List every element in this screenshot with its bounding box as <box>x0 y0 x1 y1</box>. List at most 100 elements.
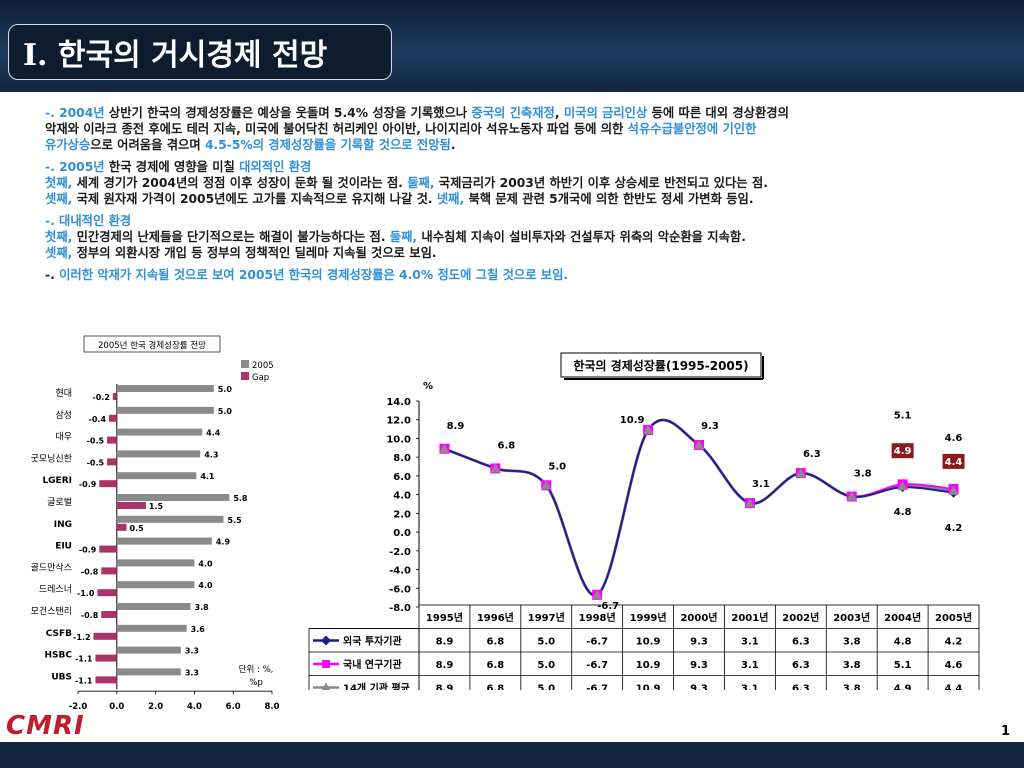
text-span: 석유수급불안정에 기인한 <box>627 122 757 136</box>
table-value-cell: 9.3 <box>690 637 708 648</box>
category-label: 굿모닝신한 <box>31 453 72 464</box>
x-tick-label: 4.0 <box>187 702 202 712</box>
table-value-cell: 5.0 <box>537 684 555 691</box>
bar-gap <box>101 567 117 575</box>
category-label: 골드만삭스 <box>31 562 72 573</box>
title-box: I. 한국의 거시경제 전망 <box>8 24 392 80</box>
table-header-cell: 1995년 <box>426 611 463 624</box>
y-tick-label: 8.0 <box>393 453 411 464</box>
text-span: 2005년 <box>59 160 105 174</box>
data-label: 6.3 <box>803 449 821 460</box>
category-label: 대우 <box>55 432 72 443</box>
paragraph-4: -. 이러한 악재가 지속될 것으로 보여 2005년 한국의 경제성장률은 4… <box>45 267 1005 283</box>
bar-gap <box>95 654 117 662</box>
data-label-domestic: 4.6 <box>945 433 963 444</box>
text-span: 악재와 이라크 종전 후에도 테러 지속, 미국에 불어닥친 허리케인 아이반,… <box>45 122 628 136</box>
text-span: 4.5-5%의 경제성장률을 기록할 것으로 전망됨 <box>204 138 451 152</box>
bar-gap <box>112 393 117 400</box>
bar-2005 <box>116 581 195 589</box>
marker-triangle <box>795 468 806 478</box>
marker-triangle <box>592 589 603 599</box>
data-label-average: 4.4 <box>945 457 963 468</box>
table-value-cell: 4.8 <box>894 637 912 648</box>
data-label: 6.8 <box>498 440 516 451</box>
x-tick-label: 6.0 <box>226 702 241 712</box>
text-span: 둘째, <box>407 176 435 190</box>
data-label-foreign: 4.8 <box>894 507 912 518</box>
bar-2005-label: 4.1 <box>200 472 215 481</box>
bar-gap-label: -0.9 <box>79 546 97 555</box>
paragraph-2: -. 2005년 한국 경제에 영향을 미칠 대외적인 환경 첫째, 세계 경기가… <box>45 159 1005 207</box>
text-span: 둘째, <box>389 230 418 244</box>
text-span: 중국의 긴축재정 <box>471 106 555 120</box>
table-value-cell: 6.3 <box>792 637 810 648</box>
category-label: ING <box>54 520 72 530</box>
bar-2005 <box>116 515 224 523</box>
data-label-domestic: 5.1 <box>894 410 912 421</box>
category-label: CSFB <box>46 629 72 639</box>
text-span: -. 대내적인 환경 <box>45 214 132 228</box>
table-value-cell: 3.1 <box>741 684 759 691</box>
paragraph-3: -. 대내적인 환경 첫째, 민간경제의 난제들을 단기적으로는 해결이 불가능하… <box>45 213 1005 261</box>
table-value-cell: 4.9 <box>894 684 912 691</box>
footer-band <box>0 742 1024 768</box>
table-value-cell: 3.8 <box>843 684 861 691</box>
bar-2005-label: 4.3 <box>204 450 218 459</box>
text-span: 첫째, <box>45 176 73 190</box>
marker-triangle <box>846 491 857 501</box>
table-series-name: 국내 연구기관 <box>343 658 402 671</box>
text-span: 첫째, <box>45 230 73 244</box>
bar-2005 <box>116 385 214 392</box>
bar-2005 <box>116 494 230 501</box>
table-value-cell: 10.9 <box>636 637 661 648</box>
table-legend-marker <box>321 635 331 646</box>
bar-gap <box>99 545 117 553</box>
bar-gap-label: -0.4 <box>89 415 107 424</box>
table-header-cell: 2005년 <box>935 611 972 624</box>
bar-gap <box>97 589 117 597</box>
marker-triangle <box>541 480 552 490</box>
table-header-cell: 2002년 <box>782 611 819 624</box>
y-tick-label: 6.0 <box>393 472 411 483</box>
text-span: 상반기 한국의 경제성장률은 예상을 웃돌며 5.4% 성장을 기록했으나 <box>104 106 472 120</box>
bar-gap <box>116 523 127 531</box>
text-span: -. <box>45 106 60 120</box>
y-tick-label: -4.0 <box>389 566 411 577</box>
bar-gap <box>93 632 117 640</box>
bar-gap-label: -0.5 <box>87 437 105 446</box>
x-tick-label: 0.0 <box>109 702 124 712</box>
table-legend-marker <box>321 682 331 690</box>
y-tick-label: -6.0 <box>389 584 411 595</box>
text-span: -. <box>45 160 60 174</box>
bar-gap-label: 1.5 <box>149 502 164 511</box>
y-axis-label: % <box>423 381 433 392</box>
data-label: 5.0 <box>548 461 566 472</box>
bar-2005 <box>116 472 197 480</box>
summary-text: -. 2004년 상반기 한국의 경제성장률은 예상을 웃돌며 5.4% 성장을… <box>45 105 1005 289</box>
y-tick-label: 10.0 <box>386 434 411 445</box>
data-label-average-box <box>942 453 965 469</box>
table-value-cell: 6.3 <box>792 660 810 671</box>
bar-2005-label: 5.8 <box>233 494 248 503</box>
bar-2005 <box>116 603 191 610</box>
bar-gap-label: -0.5 <box>87 458 105 467</box>
page-number: 1 <box>1000 724 1010 739</box>
bar-2005-label: 3.6 <box>191 625 206 634</box>
bar-chart-title: 2005년 한국 경제성장률 전망 <box>98 340 206 351</box>
category-label: LGERI <box>42 476 72 486</box>
table-header-cell: 2001년 <box>731 611 768 624</box>
text-span: 등에 따른 대외 경상환경의 <box>647 106 789 120</box>
marker-triangle <box>744 498 755 508</box>
table-header-cell: 1999년 <box>630 611 667 624</box>
table-value-cell: 8.9 <box>436 660 454 671</box>
y-tick-label: 4.0 <box>393 491 411 502</box>
category-label: UBS <box>51 672 72 682</box>
table-value-cell: 5.1 <box>894 660 912 671</box>
table-value-cell: 4.6 <box>945 660 963 671</box>
x-tick-label: 2.0 <box>148 702 163 712</box>
bar-2005-label: 3.3 <box>185 647 199 656</box>
legend-label: 2005 <box>252 361 274 371</box>
data-label: 8.9 <box>447 421 465 432</box>
table-header-cell: 2004년 <box>884 611 921 624</box>
bar-gap <box>107 458 117 466</box>
